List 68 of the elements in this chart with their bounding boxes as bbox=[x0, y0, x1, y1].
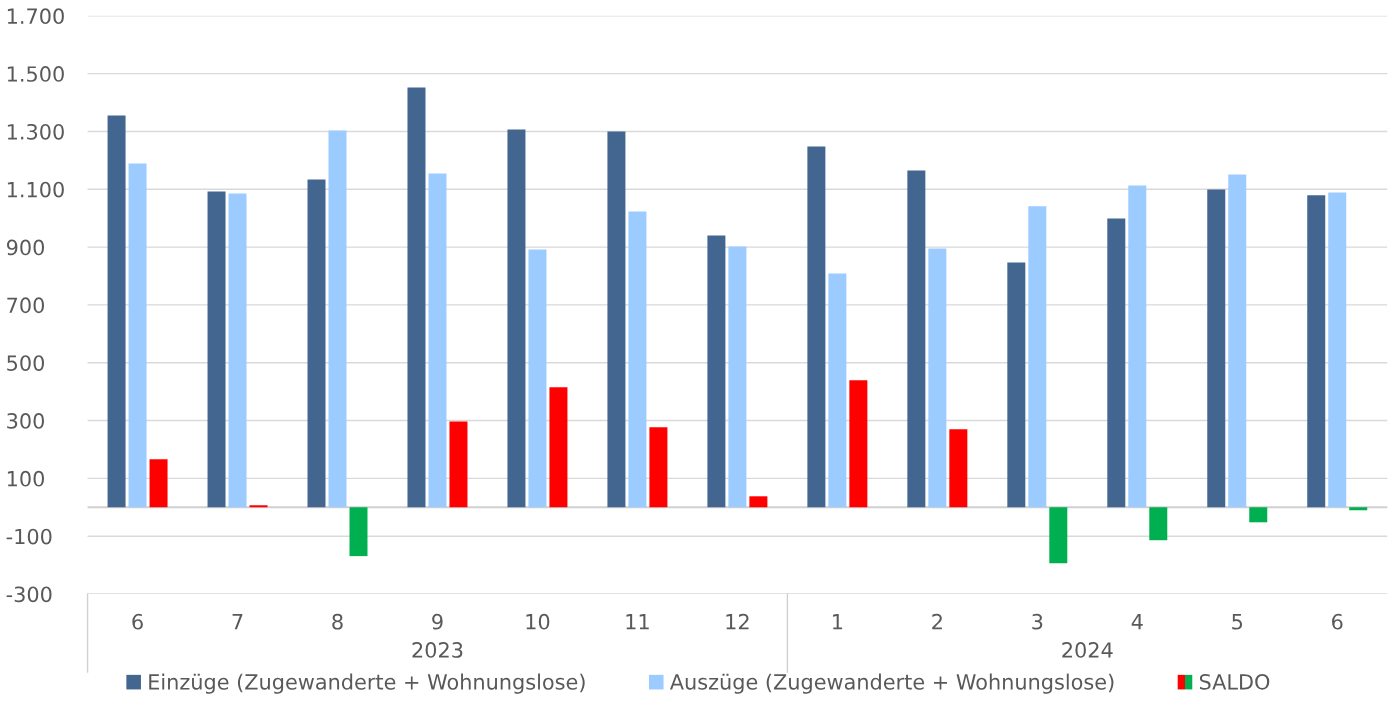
bar bbox=[907, 170, 926, 508]
bar bbox=[428, 173, 447, 508]
bar bbox=[607, 131, 626, 508]
bar bbox=[507, 129, 526, 508]
bar bbox=[549, 387, 568, 508]
bar bbox=[449, 421, 468, 508]
y-tick-label: -300 bbox=[6, 586, 52, 603]
text: 2023 bbox=[412, 642, 463, 658]
bar bbox=[1228, 174, 1247, 508]
bar bbox=[628, 211, 647, 508]
bar bbox=[649, 427, 668, 508]
bar bbox=[1049, 507, 1068, 564]
x-tick-label: 3 bbox=[1032, 613, 1043, 630]
y-tick-label: 1.500 bbox=[7, 66, 64, 82]
bar bbox=[1128, 185, 1147, 508]
x-tick-label: 7 bbox=[232, 614, 243, 630]
x-tick-label: 9 bbox=[432, 613, 443, 630]
y-tick-label: 500 bbox=[7, 355, 45, 371]
y-tick-label: 100 bbox=[7, 470, 45, 487]
bar bbox=[828, 273, 847, 508]
text: 2024 bbox=[1062, 642, 1113, 658]
bar bbox=[807, 146, 826, 508]
bar bbox=[707, 235, 726, 508]
bar bbox=[928, 248, 947, 508]
bar bbox=[1328, 192, 1347, 508]
bar bbox=[328, 130, 347, 508]
bar bbox=[1028, 206, 1047, 508]
bar bbox=[1307, 195, 1326, 508]
x-tick-label: 5 bbox=[1232, 614, 1243, 630]
x-tick-label: 6 bbox=[132, 613, 143, 630]
legend-label: Einzüge (Zugewanderte + Wohnungslose) bbox=[149, 673, 585, 694]
legend-label: SALDO bbox=[1199, 673, 1270, 690]
legend-label: Auszüge (Zugewanderte + Wohnungslose) bbox=[669, 673, 1114, 694]
bar bbox=[749, 496, 768, 508]
x-tick-label: 2 bbox=[932, 613, 942, 630]
x-tick-label: 10 bbox=[526, 613, 550, 630]
y-tick-label: 1.700 bbox=[7, 8, 64, 25]
x-tick-label: 6 bbox=[1332, 613, 1343, 630]
bar bbox=[107, 115, 126, 508]
bar bbox=[407, 87, 426, 508]
bar bbox=[1107, 218, 1126, 508]
bar bbox=[207, 191, 226, 508]
bar bbox=[849, 380, 868, 508]
bar bbox=[249, 505, 268, 508]
x-tick-label: 8 bbox=[332, 613, 343, 630]
bar bbox=[949, 429, 968, 508]
bar bbox=[149, 459, 168, 508]
x-tick-label: 12 bbox=[726, 613, 749, 630]
bar bbox=[1007, 262, 1026, 508]
y-tick-label: 1.100 bbox=[7, 181, 64, 198]
y-tick-label: 900 bbox=[6, 239, 45, 256]
bar bbox=[528, 249, 547, 508]
bar bbox=[1207, 189, 1226, 508]
bar bbox=[1149, 507, 1168, 541]
x-tick-label: 11 bbox=[626, 614, 649, 630]
bar bbox=[1349, 507, 1368, 511]
y-tick-label: 300 bbox=[7, 413, 45, 429]
y-tick-label: 1.300 bbox=[7, 123, 64, 140]
bar bbox=[349, 507, 368, 557]
bar bbox=[307, 179, 326, 508]
bar bbox=[228, 193, 247, 508]
x-tick-label: 4 bbox=[1131, 614, 1143, 630]
y-tick-label: 700 bbox=[7, 297, 45, 314]
x-tick-label: 1 bbox=[833, 614, 843, 630]
y-tick-label: -100 bbox=[6, 528, 52, 545]
bar bbox=[728, 246, 747, 508]
bar bbox=[1249, 507, 1268, 523]
bar bbox=[128, 163, 147, 508]
